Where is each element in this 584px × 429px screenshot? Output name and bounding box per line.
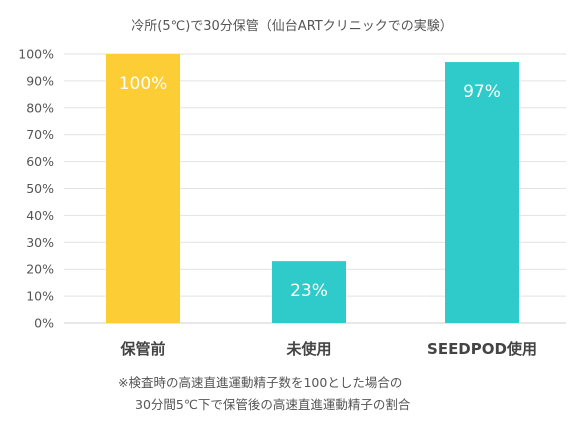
- bar: [445, 62, 519, 323]
- bar: [106, 54, 180, 323]
- y-tick-label: 0%: [34, 316, 54, 331]
- bar: [272, 261, 346, 323]
- chart-title: 冷所(5℃)で30分保管（仙台ARTクリニックでの実験）: [131, 18, 452, 34]
- y-tick-label: 100%: [18, 47, 54, 62]
- x-category-label: 保管前: [119, 340, 165, 358]
- y-tick-label: 60%: [26, 154, 54, 169]
- y-tick-label: 30%: [26, 235, 54, 250]
- y-tick-label: 10%: [26, 289, 54, 304]
- y-tick-label: 90%: [26, 73, 54, 88]
- y-axis-ticks: 0% 10% 20% 30% 40% 50% 60% 70% 80% 90% 100%: [18, 47, 54, 331]
- y-tick-label: 70%: [26, 127, 54, 142]
- bars: [106, 54, 519, 323]
- y-tick-label: 20%: [26, 262, 54, 277]
- footnote-line-1: ※検査時の高速直進運動精子数を100とした場合の: [118, 375, 402, 390]
- y-tick-label: 50%: [26, 181, 54, 196]
- bar-value-label: 100%: [119, 74, 168, 94]
- bar-value-label: 23%: [290, 281, 328, 301]
- y-tick-label: 40%: [26, 208, 54, 223]
- x-category-label: SEEDPOD使用: [427, 340, 537, 358]
- footnote-line-2: 30分間5℃下で保管後の高速直進運動精子の割合: [135, 397, 411, 412]
- x-category-label: 未使用: [285, 340, 331, 358]
- x-axis-labels: 保管前 未使用 SEEDPOD使用: [119, 340, 536, 358]
- bar-value-label: 97%: [463, 82, 501, 102]
- y-tick-label: 80%: [26, 100, 54, 115]
- data-labels: 100% 23% 97%: [119, 74, 501, 301]
